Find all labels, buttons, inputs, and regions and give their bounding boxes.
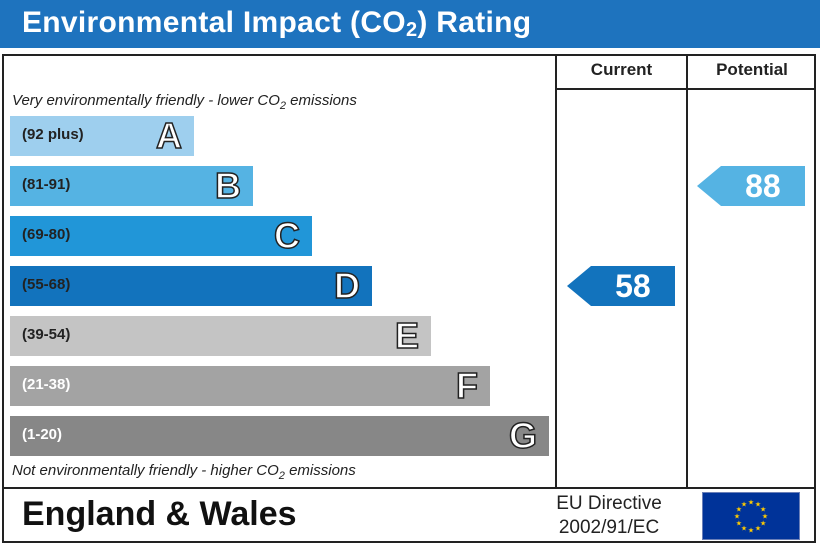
band-letter: A <box>155 115 183 157</box>
band-letter: F <box>455 365 479 407</box>
flag-star: ★ <box>741 500 747 508</box>
flag-star: ★ <box>741 525 747 533</box>
directive-line-2: 2002/91/EC <box>558 517 660 538</box>
current-rating-value: 58 <box>615 268 651 304</box>
band-range: (1-20) <box>22 426 63 443</box>
rating-frame <box>2 54 816 543</box>
band-letter: E <box>394 315 420 357</box>
flag-star: ★ <box>760 506 766 514</box>
band-c: (69-80) C <box>10 215 312 257</box>
region-label: England & Wales <box>22 495 297 533</box>
flag-star: ★ <box>760 520 766 528</box>
band-g: (1-20) G <box>10 415 549 457</box>
band-range: (39-54) <box>22 326 71 343</box>
eu-directive: EU Directive 2002/91/EC <box>528 492 690 540</box>
flag-star: ★ <box>755 525 761 533</box>
band-a: (92 plus) A <box>10 115 194 157</box>
band-range: (92 plus) <box>22 126 84 143</box>
eu-flag-icon: ★ ★ ★ ★ ★ ★ ★ ★ ★ ★ ★ ★ <box>702 492 800 540</box>
flag-star: ★ <box>748 499 754 507</box>
column-current: Current <box>590 60 653 79</box>
footer-divider <box>2 487 816 489</box>
band-letter: D <box>333 265 361 307</box>
band-b: (81-91) B <box>10 165 253 207</box>
bottom-note: Not environmentally friendly - higher CO… <box>12 462 356 482</box>
current-rating-arrow: 58 <box>567 266 675 306</box>
potential-rating-arrow: 88 <box>697 166 805 206</box>
potential-rating-value: 88 <box>745 168 781 204</box>
band-e: (39-54) E <box>10 315 431 357</box>
flag-star: ★ <box>736 520 742 528</box>
flag-star: ★ <box>748 527 754 535</box>
band-range: (69-80) <box>22 226 71 243</box>
flag-star: ★ <box>762 513 768 521</box>
band-letter: G <box>508 415 538 457</box>
arrow-shape <box>567 266 675 306</box>
top-note: Very environmentally friendly - lower CO… <box>12 92 357 112</box>
header-divider <box>555 88 816 90</box>
arrow-shape <box>697 166 805 206</box>
band-range: (81-91) <box>22 176 71 193</box>
divider-potential <box>686 54 688 489</box>
column-potential: Potential <box>716 60 788 79</box>
band-d: (55-68) D <box>10 265 372 307</box>
flag-star: ★ <box>734 513 740 521</box>
divider-current <box>555 54 557 489</box>
flag-star: ★ <box>736 506 742 514</box>
directive-line-1: EU Directive <box>556 493 662 514</box>
band-letter: C <box>273 215 301 257</box>
band-range: (21-38) <box>22 376 71 393</box>
title-bar: Environmental Impact (CO2) Rating <box>0 0 820 48</box>
chart-title: Environmental Impact (CO2) Rating <box>22 6 532 41</box>
band-f: (21-38) F <box>10 365 490 407</box>
band-letter: B <box>214 165 242 207</box>
flag-star: ★ <box>755 500 761 508</box>
band-range: (55-68) <box>22 276 71 293</box>
